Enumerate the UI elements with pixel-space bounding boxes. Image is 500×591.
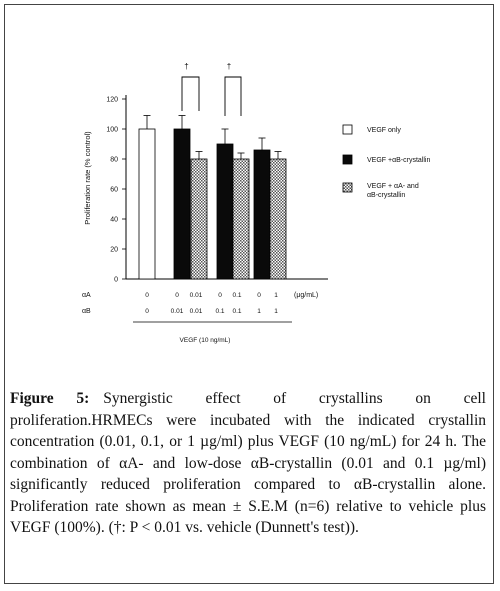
alpha-a-value: 1	[274, 292, 278, 299]
alpha-a-value: 0	[218, 292, 222, 299]
y-tick-label: 100	[106, 127, 118, 134]
y-tick-label: 120	[106, 97, 118, 104]
bar	[253, 149, 271, 280]
alpha-a-value: 0	[175, 292, 179, 299]
alpha-b-value: 1	[274, 308, 278, 315]
bar	[269, 158, 287, 280]
legend-label-ab: VEGF +αB-crystallin	[367, 157, 430, 164]
alpha-b-value: 0.1	[215, 308, 224, 315]
legend-label-aa-ab: VEGF + αA- and αB-crystallin	[367, 183, 421, 199]
y-tick-label: 40	[110, 217, 118, 224]
alpha-a-value: 0.01	[190, 292, 203, 299]
bar	[232, 158, 250, 280]
y-tick-label: 20	[110, 247, 118, 254]
unit-label: (μg/mL)	[294, 292, 318, 299]
significance-marker: †	[184, 62, 188, 71]
legend-swatch-ab	[342, 154, 353, 165]
caption-label: Figure 5:	[10, 390, 90, 407]
significance-marker: †	[227, 62, 231, 71]
y-tick-label: 60	[110, 187, 118, 194]
x-axis-label: VEGF (10 ng/mL)	[180, 337, 231, 344]
bar	[138, 128, 156, 280]
significance-brackets: † †	[181, 62, 242, 116]
alpha-a-value: 0	[257, 292, 261, 299]
figure-frame	[4, 4, 494, 584]
figure-caption: Figure 5: Synergistic effect of crystalli…	[10, 388, 486, 539]
alpha-a-value: 0.1	[232, 292, 241, 299]
concentration-rows: 0 0 0.01 0 0.1 0 1 0 0.01 0.01 0.1 0.1 1 1	[145, 292, 278, 315]
legend-swatch-aa-ab	[342, 182, 353, 193]
alpha-b-row-label: αB	[82, 308, 91, 315]
y-axis-label: Proliferation rate (% control)	[83, 131, 92, 225]
legend-swatch-vegf-only	[342, 124, 353, 135]
y-tick-label: 80	[110, 157, 118, 164]
bar	[216, 143, 234, 280]
alpha-a-row-label: αA	[82, 292, 91, 299]
y-ticks: 0 20 40 60 80 100 120	[106, 97, 126, 284]
legend: VEGF only VEGF +αB-crystallin VEGF + αA-…	[342, 124, 430, 199]
caption-title: Synergistic effect of crystallins on cel…	[10, 390, 486, 429]
bar	[173, 128, 191, 280]
alpha-b-value: 0.01	[171, 308, 184, 315]
significance-bracket	[181, 76, 200, 111]
alpha-b-value: 1	[257, 308, 261, 315]
bar	[190, 158, 208, 280]
alpha-b-value: 0.1	[232, 308, 241, 315]
legend-label-vegf-only: VEGF only	[367, 127, 401, 134]
alpha-a-value: 0	[145, 292, 149, 299]
significance-bracket	[224, 76, 242, 116]
y-tick-label: 0	[114, 277, 118, 284]
alpha-b-value: 0	[145, 308, 149, 315]
caption-body: HRMECs were incubated with the indicated…	[10, 411, 486, 537]
bars	[138, 115, 287, 280]
alpha-b-value: 0.01	[190, 308, 203, 315]
